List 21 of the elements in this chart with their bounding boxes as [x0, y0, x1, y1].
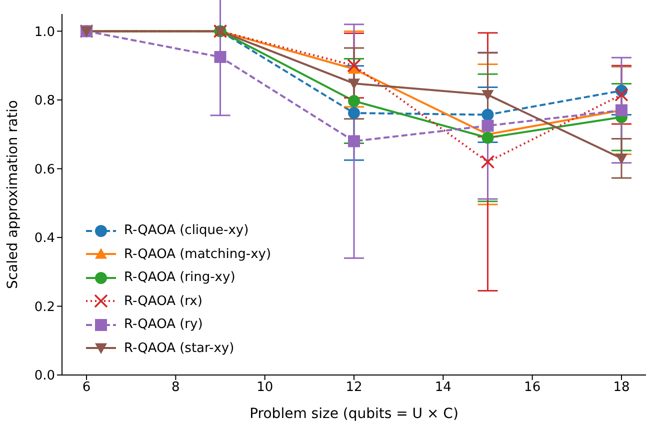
x-tick-label: 16 [524, 380, 541, 396]
y-axis-title: Scaled approximation ratio [4, 100, 21, 289]
y-tick-label: 0.0 [34, 368, 55, 384]
y-tick-label: 0.6 [34, 162, 55, 178]
y-tick-label: 1.0 [34, 24, 55, 40]
legend-label: R-QAOA (star-xy) [124, 340, 234, 356]
x-tick-label: 14 [434, 380, 452, 396]
y-tick-label: 0.4 [34, 231, 55, 246]
legend-label: R-QAOA (ring-xy) [124, 270, 236, 286]
y-tick-label: 0.2 [34, 300, 55, 315]
legend-label: R-QAOA (matching-xy) [124, 246, 272, 262]
legend-label: R-QAOA (rx) [124, 294, 202, 309]
legend-label: R-QAOA (clique-xy) [124, 223, 249, 238]
legend-label: R-QAOA (ry) [124, 317, 203, 332]
x-tick-label: 8 [172, 380, 180, 396]
x-axis-title: Problem size (qubits = U × C) [250, 406, 458, 422]
y-tick-label: 0.8 [34, 94, 55, 109]
x-tick-label: 6 [82, 380, 91, 396]
x-tick-label: 12 [346, 380, 362, 396]
x-tick-label: 18 [613, 380, 630, 396]
x-tick-label: 10 [256, 380, 274, 396]
